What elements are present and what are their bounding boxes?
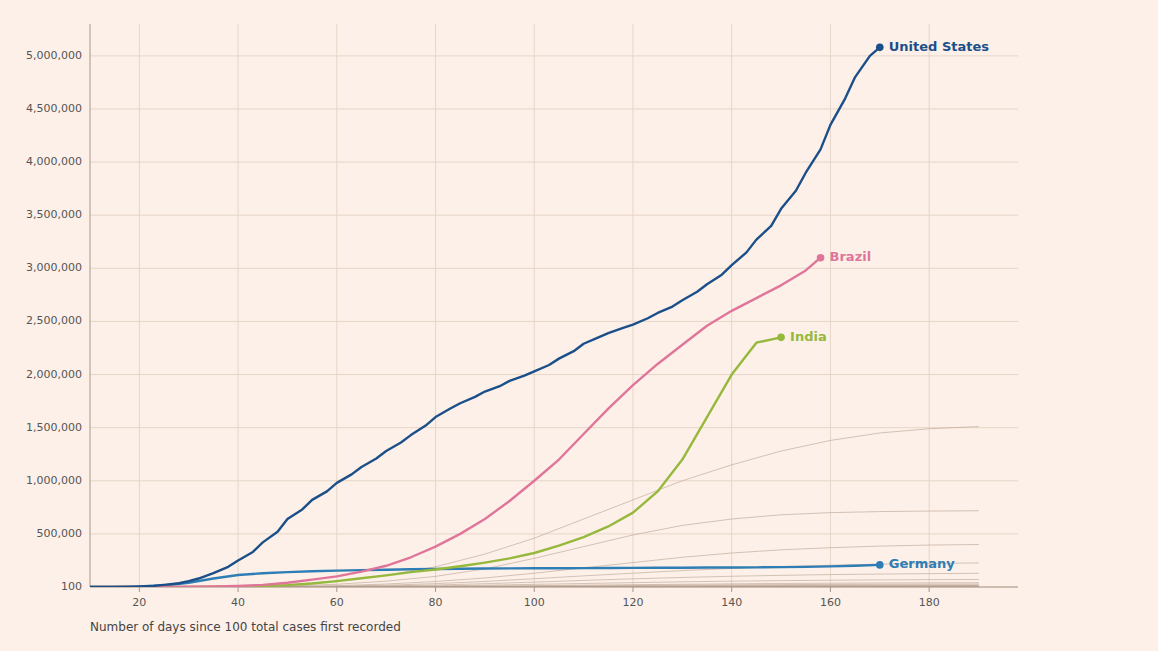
y-tick-label: 5,000,000	[26, 49, 82, 62]
grid	[90, 24, 1018, 587]
background-line	[90, 511, 979, 587]
x-grid-line	[435, 24, 436, 587]
x-tick-label: 100	[524, 596, 545, 609]
x-grid-line	[632, 24, 633, 587]
y-axis-line	[90, 24, 91, 587]
y-grid-line	[90, 321, 1018, 322]
x-tick-label: 40	[231, 596, 245, 609]
x-grid-line	[929, 24, 930, 587]
x-tick-label: 80	[429, 596, 443, 609]
series-line	[90, 47, 880, 587]
x-grid-line	[830, 24, 831, 587]
series-label: Brazil	[830, 249, 872, 264]
x-grid-line	[534, 24, 535, 587]
x-tick	[336, 587, 337, 592]
y-tick-label: 1,000,000	[26, 474, 82, 487]
x-grid-line	[731, 24, 732, 587]
x-tick	[534, 587, 535, 592]
x-tick-label: 180	[919, 596, 940, 609]
x-tick-label: 160	[820, 596, 841, 609]
x-tick	[139, 587, 140, 592]
y-tick-label: 4,000,000	[26, 155, 82, 168]
background-line	[90, 427, 979, 587]
y-grid-line	[90, 533, 1018, 534]
background	[0, 0, 1158, 651]
page: {"chart_data": { "type": "line", "x_labe…	[0, 0, 1158, 651]
x-tick	[632, 587, 633, 592]
chart: 100 500,000 1,000,000 1,500,000 2,000,000 2,5…	[0, 0, 1158, 651]
y-tick-label: 4,500,000	[26, 102, 82, 115]
y-tick-label: 3,500,000	[26, 208, 82, 221]
x-tick-label: 120	[622, 596, 643, 609]
end-point	[777, 334, 785, 342]
x-tick	[238, 587, 239, 592]
background-line	[90, 563, 979, 587]
x-tick-label: 60	[330, 596, 344, 609]
x-tick	[435, 587, 436, 592]
series-label: United States	[889, 39, 990, 54]
end-point	[876, 44, 884, 52]
y-grid-line	[90, 55, 1018, 56]
plot-area	[90, 47, 979, 587]
x-axis-label: Number of days since 100 total cases fir…	[90, 620, 401, 634]
y-tick-label: 1,500,000	[26, 421, 82, 434]
series-line	[90, 337, 781, 587]
y-grid-line	[90, 215, 1018, 216]
x-grid-line	[238, 24, 239, 587]
end-point	[817, 254, 825, 262]
y-grid-line	[90, 268, 1018, 269]
x-tick-label: 140	[721, 596, 742, 609]
y-tick-label: 100	[61, 580, 82, 593]
x-tick	[830, 587, 831, 592]
y-grid-line	[90, 374, 1018, 375]
x-grid-line	[336, 24, 337, 587]
end-labels: Germany India Brazil United States	[777, 39, 989, 572]
x-grid-line	[139, 24, 140, 587]
y-grid-line	[90, 427, 1018, 428]
y-grid-line	[90, 480, 1018, 481]
end-point	[876, 561, 884, 569]
x-tick	[929, 587, 930, 592]
series-line	[90, 258, 821, 587]
x-tick	[731, 587, 732, 592]
series-label: India	[790, 329, 827, 344]
x-tick-label: 20	[132, 596, 146, 609]
y-grid-line	[90, 162, 1018, 163]
y-tick-label: 3,000,000	[26, 261, 82, 274]
axes: 100 500,000 1,000,000 1,500,000 2,000,000 2,5…	[26, 24, 1018, 609]
y-grid-line	[90, 108, 1018, 109]
series-label: Germany	[889, 556, 955, 571]
y-tick-label: 500,000	[37, 527, 83, 540]
y-tick-label: 2,000,000	[26, 368, 82, 381]
y-tick-label: 2,500,000	[26, 314, 82, 327]
background-line	[90, 545, 979, 587]
background-line	[90, 573, 979, 587]
